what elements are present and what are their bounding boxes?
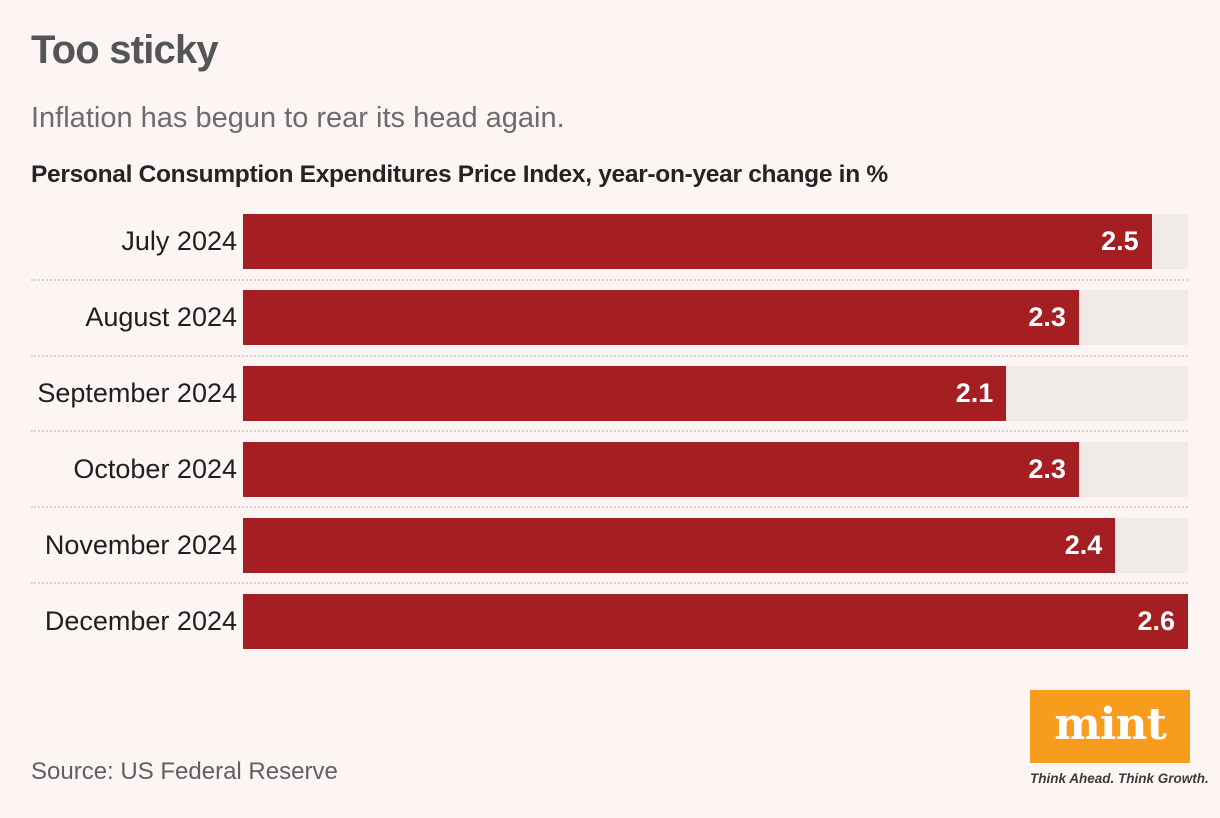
chart-row: July 2024 2.5 — [31, 205, 1188, 281]
brand-logo-block: mint Think Ahead. Think Growth. — [1030, 690, 1209, 786]
bar-value-label: 2.5 — [1101, 226, 1139, 257]
category-label: October 2024 — [73, 453, 237, 484]
chart-row: September 2024 2.1 — [31, 357, 1188, 433]
chart-row: December 2024 2.6 — [31, 584, 1188, 660]
bar-value-label: 2.3 — [1028, 453, 1066, 484]
bar-value-label: 2.6 — [1137, 606, 1175, 637]
category-label: November 2024 — [44, 529, 237, 560]
bar-chart: July 2024 2.5 August 2024 2.3 September 2024… — [31, 205, 1188, 660]
bar-value-label: 2.3 — [1028, 302, 1066, 333]
bar-track: 2.3 — [243, 290, 1188, 346]
value-bar: 2.1 — [243, 365, 1007, 421]
value-bar: 2.6 — [243, 594, 1188, 650]
bar-track: 2.4 — [243, 517, 1188, 573]
value-bar: 2.3 — [243, 290, 1079, 346]
bar-track: 2.6 — [243, 594, 1188, 650]
source-caption: Source: US Federal Reserve — [31, 758, 338, 785]
value-bar: 2.4 — [243, 517, 1116, 573]
chart-row: October 2024 2.3 — [31, 432, 1188, 509]
page-subtitle: Inflation has begun to rear its head aga… — [31, 102, 565, 134]
mint-logo-text: mint — [1054, 698, 1167, 750]
page-title: Too sticky — [31, 28, 219, 72]
category-label: August 2024 — [85, 302, 237, 333]
category-label: December 2024 — [44, 606, 237, 637]
bar-value-label: 2.4 — [1064, 529, 1103, 560]
chart-axis-heading: Personal Consumption Expenditures Price … — [31, 161, 888, 188]
mint-logo: mint — [1030, 690, 1190, 763]
value-bar: 2.3 — [243, 441, 1079, 497]
category-label: July 2024 — [121, 226, 237, 257]
bar-track: 2.3 — [243, 441, 1188, 497]
bar-value-label: 2.1 — [955, 377, 994, 408]
category-label: September 2024 — [37, 377, 237, 408]
chart-row: August 2024 2.3 — [31, 281, 1188, 357]
value-bar: 2.5 — [243, 214, 1152, 270]
chart-row: November 2024 2.4 — [31, 508, 1188, 584]
brand-tagline: Think Ahead. Think Growth. — [1030, 771, 1209, 786]
bar-track: 2.1 — [243, 365, 1188, 421]
bar-track: 2.5 — [243, 214, 1188, 270]
